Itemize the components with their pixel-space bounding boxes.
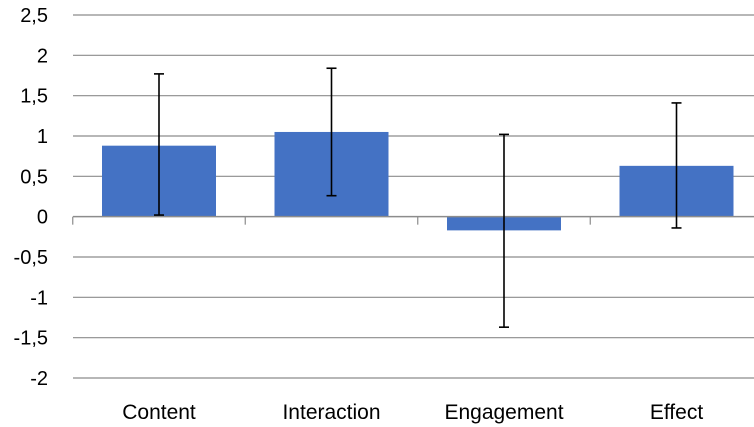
x-axis-category-labels: Content Interaction Engagement Effect [122,401,703,424]
bars [102,131,734,231]
y-tick-label: 0,5 [20,166,48,188]
error-bars [154,67,682,328]
y-tick-label: -1 [30,287,48,309]
y-tick-label: 1,5 [20,86,48,108]
error-bar-engagement [499,133,509,328]
error-bar-content [154,73,164,216]
y-tick-label: -0,5 [14,247,48,269]
y-tick-label: -2 [30,368,48,390]
x-axis [72,215,754,225]
x-category-label: Effect [650,401,703,424]
error-bar-effect [671,102,682,229]
y-tick-label: 2 [37,45,48,67]
error-bar-interaction [326,67,337,197]
x-category-label: Content [122,401,196,424]
x-category-label: Engagement [444,401,563,424]
x-category-label: Interaction [282,401,380,424]
y-tick-label: -1,5 [14,328,48,350]
y-tick-label: 0 [37,207,48,229]
y-tick-label: 1 [37,126,48,148]
y-axis-tick-labels: 2,5 2 1,5 1 0,5 0 -0,5 -1 -1,5 -2 [14,5,48,390]
y-tick-label: 2,5 [20,5,48,27]
